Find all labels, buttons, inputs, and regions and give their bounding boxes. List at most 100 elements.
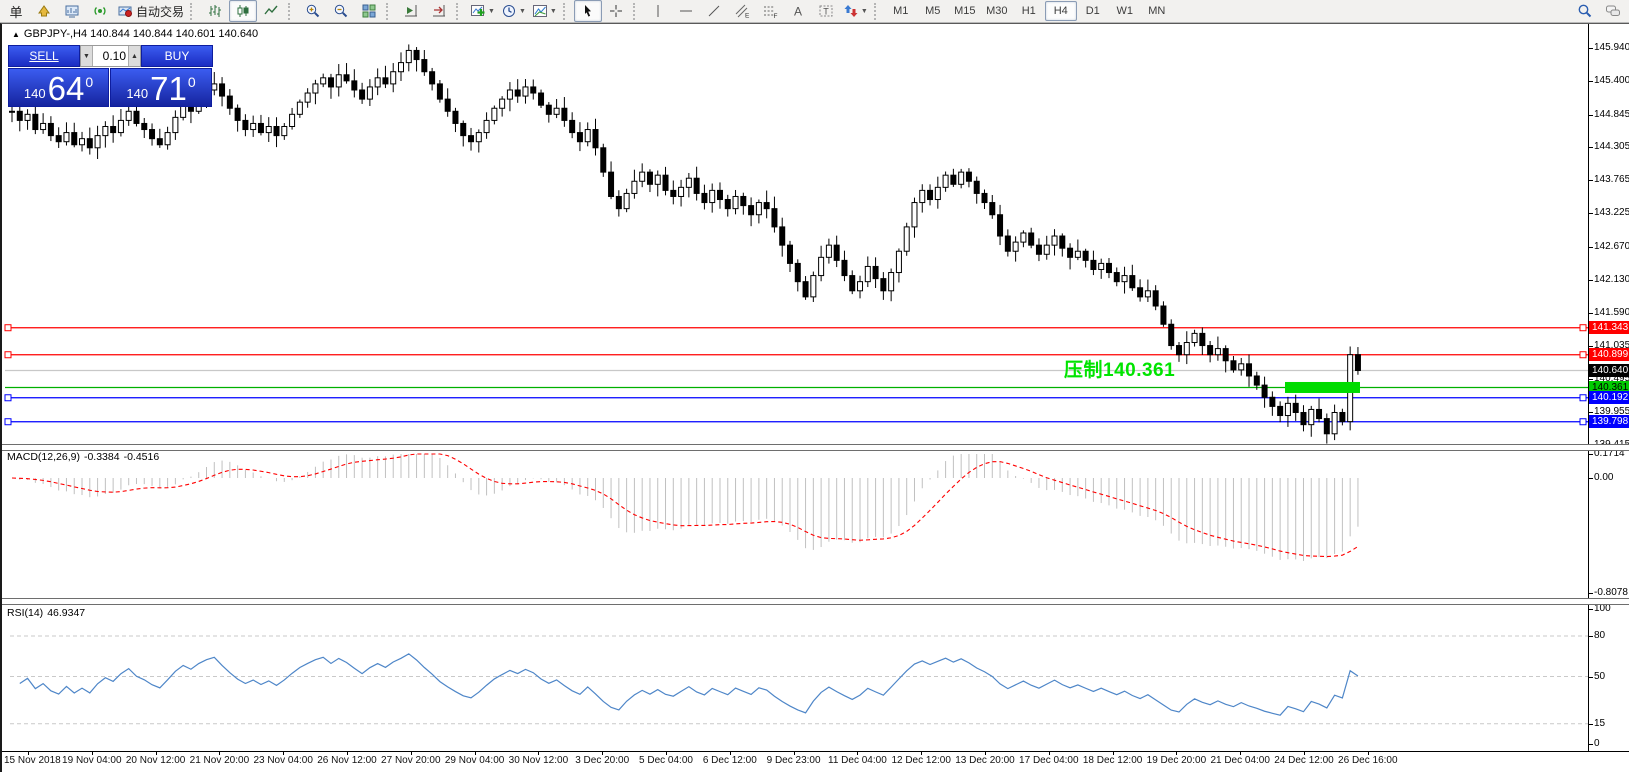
templates-button[interactable]: ▼ bbox=[529, 0, 560, 22]
time-tick-mark bbox=[219, 751, 221, 755]
text-label-button[interactable]: T bbox=[812, 0, 840, 22]
signals-button[interactable] bbox=[86, 0, 114, 22]
price-tick-label: 143.765 bbox=[1594, 174, 1629, 186]
toolbar-grip bbox=[632, 2, 640, 20]
candle-body bbox=[942, 174, 949, 188]
timeframe-button-M5[interactable]: M5 bbox=[925, 5, 941, 17]
candle-body bbox=[335, 74, 342, 88]
resistance-annotation[interactable]: 压制140.361 bbox=[1064, 360, 1176, 381]
chart-shift-button[interactable] bbox=[425, 0, 453, 22]
candle-body bbox=[1129, 275, 1136, 289]
text-button[interactable]: A bbox=[784, 0, 812, 22]
sell-price-display[interactable]: 140 64 0 bbox=[8, 68, 109, 107]
candlestick-chart-button[interactable] bbox=[229, 0, 258, 22]
sell-button[interactable]: SELL bbox=[8, 45, 80, 67]
line-chart-button[interactable] bbox=[257, 0, 285, 22]
rsi-tick-mark bbox=[1588, 744, 1593, 745]
trendline-button[interactable] bbox=[700, 0, 728, 22]
gold-order-button[interactable] bbox=[30, 0, 58, 22]
timeframe-button-M30[interactable]: M30 bbox=[986, 5, 1008, 17]
bar-chart-button[interactable] bbox=[201, 0, 229, 22]
candle-body bbox=[771, 208, 778, 228]
anchor-handle[interactable] bbox=[4, 351, 12, 359]
candle-body bbox=[1339, 411, 1346, 423]
candle-body bbox=[444, 98, 451, 112]
price-tick-label: 143.225 bbox=[1594, 207, 1629, 219]
candle-body bbox=[724, 199, 731, 210]
candle-body bbox=[1113, 272, 1120, 283]
candle-body bbox=[1074, 250, 1081, 258]
time-tick-mark bbox=[538, 751, 540, 755]
candle-body bbox=[359, 89, 366, 100]
candle-body bbox=[631, 180, 638, 194]
expand-arrow-icon[interactable]: ▲ bbox=[12, 30, 20, 39]
indicators-button[interactable]: ▼ bbox=[467, 0, 498, 22]
market-watch-button[interactable] bbox=[58, 0, 86, 22]
autotrade-button[interactable]: 自动交易 bbox=[114, 0, 187, 22]
time-tick-mark bbox=[410, 751, 412, 755]
anchor-handle[interactable] bbox=[4, 418, 12, 426]
search-button[interactable] bbox=[1571, 0, 1599, 22]
rsi-tick-label: 0 bbox=[1594, 738, 1600, 749]
timeframe-button-M1[interactable]: M1 bbox=[893, 5, 909, 17]
timeframe-button-H1[interactable]: H1 bbox=[1021, 5, 1036, 17]
time-tick-mark bbox=[283, 751, 285, 755]
chat-button[interactable] bbox=[1599, 0, 1627, 22]
volume-increase-button[interactable]: ▲ bbox=[128, 46, 140, 66]
fibonacci-button[interactable]: F bbox=[756, 0, 784, 22]
candle-body bbox=[748, 205, 755, 216]
zoom-in-button[interactable] bbox=[299, 0, 327, 22]
candle-body bbox=[71, 132, 78, 146]
buy-button[interactable]: BUY bbox=[141, 45, 213, 67]
price-tick-mark bbox=[1588, 114, 1593, 116]
candle-body bbox=[390, 71, 397, 85]
timeframe-button-D1[interactable]: D1 bbox=[1085, 5, 1100, 17]
time-axis-label: 29 Nov 04:00 bbox=[444, 755, 505, 766]
time-axis-label: 27 Nov 20:00 bbox=[381, 755, 441, 766]
timeframe-button-H4[interactable]: H4 bbox=[1044, 1, 1077, 21]
anchor-handle[interactable] bbox=[1579, 324, 1587, 332]
buy-price-small: 140 bbox=[126, 86, 149, 101]
candle-body bbox=[1308, 408, 1315, 426]
candle-body bbox=[234, 107, 241, 121]
candle-body bbox=[934, 186, 941, 201]
volume-input[interactable] bbox=[93, 46, 128, 66]
time-axis-label: 30 Nov 12:00 bbox=[508, 755, 569, 766]
chart-canvas[interactable] bbox=[2, 24, 1629, 772]
crosshair-button[interactable] bbox=[602, 0, 630, 22]
anchor-handle[interactable] bbox=[1579, 351, 1587, 359]
channel-button[interactable]: E bbox=[728, 0, 756, 22]
shapes-button[interactable]: ▼ bbox=[840, 0, 871, 22]
toolbar-grip bbox=[562, 2, 570, 20]
candle-body bbox=[1137, 287, 1144, 298]
anchor-handle[interactable] bbox=[1579, 394, 1587, 402]
candle-body bbox=[102, 125, 109, 137]
time-tick-mark bbox=[347, 751, 348, 755]
horizontal-line-button[interactable] bbox=[672, 0, 700, 22]
anchor-handle[interactable] bbox=[1579, 418, 1587, 426]
rsi-value: 46.9347 bbox=[47, 607, 86, 619]
candle-body bbox=[149, 129, 156, 140]
pane-splitter[interactable] bbox=[2, 598, 1629, 605]
tile-windows-button[interactable] bbox=[355, 0, 383, 22]
zoom-out-button[interactable] bbox=[327, 0, 355, 22]
auto-scroll-button[interactable] bbox=[397, 0, 425, 22]
pane-splitter[interactable] bbox=[2, 444, 1629, 451]
time-axis-label: 17 Dec 04:00 bbox=[1019, 755, 1079, 766]
timeframe-button-W1[interactable]: W1 bbox=[1116, 5, 1134, 17]
anchor-handle[interactable] bbox=[4, 394, 12, 402]
timeframe-button-M15[interactable]: M15 bbox=[954, 5, 976, 17]
volume-decrease-button[interactable]: ▼ bbox=[81, 46, 93, 66]
timeframe-button-MN[interactable]: MN bbox=[1148, 5, 1166, 17]
periods-button[interactable]: ▼ bbox=[498, 0, 529, 22]
time-tick-mark bbox=[1112, 751, 1114, 755]
buy-price-display[interactable]: 140 71 0 bbox=[110, 68, 212, 107]
cursor-button[interactable] bbox=[573, 0, 602, 22]
resistance-highlight-rect[interactable] bbox=[1285, 381, 1360, 393]
candle-body bbox=[172, 116, 179, 134]
vertical-line-button[interactable] bbox=[644, 0, 672, 22]
toolbar-grip bbox=[288, 2, 295, 20]
new-order-button[interactable]: 单 bbox=[2, 0, 30, 22]
anchor-handle[interactable] bbox=[4, 324, 12, 332]
